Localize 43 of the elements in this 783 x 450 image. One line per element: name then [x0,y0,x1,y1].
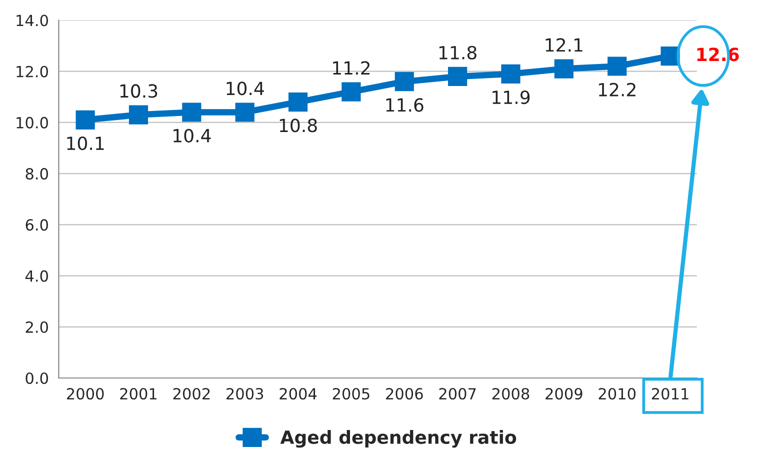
x-tick-label: 2006 [386,388,423,400]
data-label: 11.8 [439,46,476,60]
y-tick-label: 0.0 [26,372,48,384]
y-tick-label: 8.0 [26,168,48,180]
data-label: 12.1 [546,38,582,52]
y-tick-label: 4.0 [25,270,48,282]
x-tick-label: 2001 [120,388,157,400]
x-tick-label: 2003 [226,388,264,400]
point [608,56,627,76]
x-tick-label: 2008 [492,388,530,400]
y-tick-label: 14.0 [16,14,48,26]
point [288,92,308,112]
y-tick-label: 2.0 [26,321,48,333]
x-tick-label: 2000 [66,388,104,400]
point [448,66,468,86]
point [235,102,254,122]
x-tick-label: 2010 [598,388,636,400]
data-label: 10.4 [174,128,211,142]
x-tick-label: 2004 [280,388,317,400]
data-label: 10.4 [226,82,264,96]
point [76,110,95,130]
data-label: 11.6 [386,98,424,112]
y-tick-label: 10.0 [16,116,48,128]
point [182,102,202,122]
data-label: 11.9 [492,90,530,104]
x-tick-label: 2011 [652,388,688,400]
data-label: 10.8 [280,118,317,132]
data-label: 10.1 [67,136,104,150]
y-tick-label: 6.0 [26,219,48,231]
x-tick-label: 2007 [439,388,476,400]
x-tick-label: 2009 [546,388,582,400]
point [501,64,520,84]
point [394,72,414,92]
point [128,105,148,124]
legend-label: Aged dependency ratio [280,430,516,448]
x-tick-label: 2005 [332,388,370,400]
data-label: 10.3 [120,84,158,98]
x-tick-label: 2002 [173,388,210,400]
data-label: 11.2 [333,61,370,75]
point [342,82,361,102]
data-label: 12.2 [598,82,636,96]
point [554,59,574,78]
y-tick-label: 12.0 [16,66,48,78]
